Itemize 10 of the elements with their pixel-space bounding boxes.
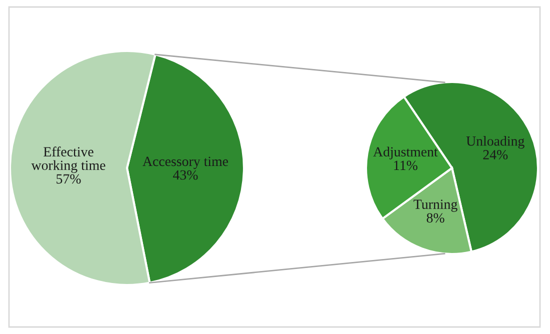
- data-label: 8%: [426, 213, 444, 223]
- slice-label: Effective working time: [31, 146, 106, 173]
- data-label: 24%: [483, 150, 508, 160]
- slice-label: Adjustment: [373, 146, 438, 160]
- slice-label: Accessory time: [142, 156, 228, 169]
- data-label: 11%: [394, 160, 418, 170]
- data-label: 43%: [173, 170, 198, 180]
- data-label: 57%: [56, 174, 81, 184]
- slice-label: Unloading: [466, 136, 524, 149]
- slice-label: Turning: [414, 200, 458, 212]
